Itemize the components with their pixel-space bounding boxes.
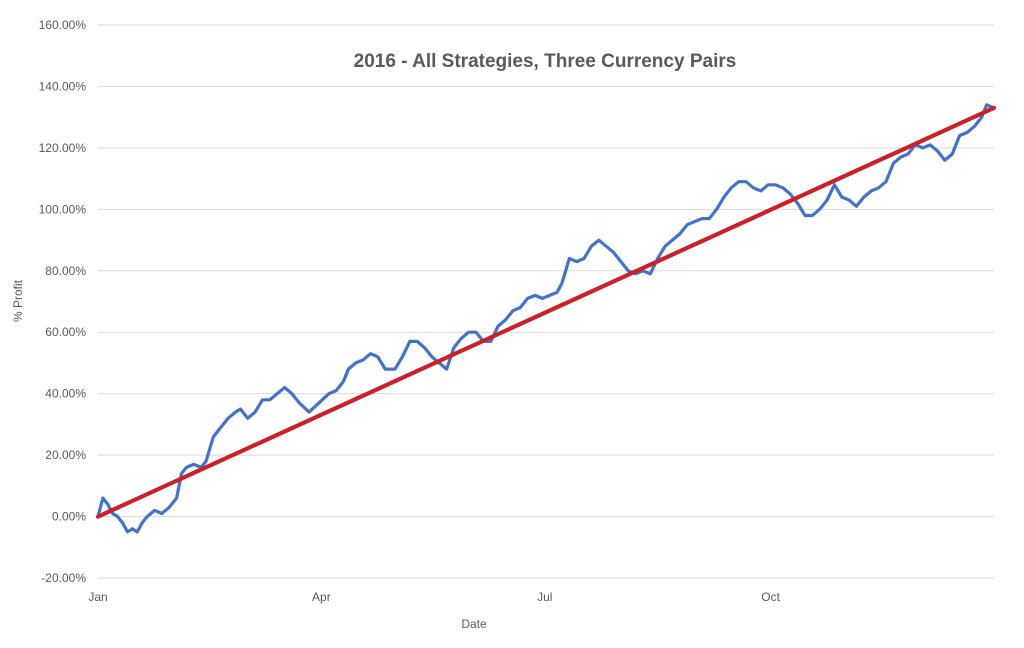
y-tick-label: -20.00% [41, 571, 86, 585]
y-tick-label: 60.00% [45, 325, 86, 339]
x-tick-label: Jul [537, 590, 552, 604]
y-axis-title: % Profit [11, 279, 25, 322]
x-axis-tick-labels: Jan Apr Jul Oct [88, 590, 780, 604]
y-tick-label: 0.00% [52, 510, 86, 524]
x-tick-label: Jan [88, 590, 107, 604]
y-axis-tick-labels: -20.00% 0.00% 20.00% 40.00% 60.00% 80.00% 100.… [39, 18, 87, 585]
x-tick-label: Oct [761, 590, 780, 604]
trend-line [95, 105, 997, 519]
y-tick-label: 80.00% [45, 264, 86, 278]
gridlines [98, 24, 994, 579]
y-tick-label: 100.00% [39, 202, 87, 216]
chart-title: 2016 - All Strategies, Three Currency Pa… [354, 51, 737, 72]
y-tick-label: 160.00% [39, 18, 87, 32]
y-tick-label: 120.00% [39, 141, 87, 155]
x-axis-title: Date [461, 617, 487, 631]
y-tick-label: 140.00% [39, 79, 87, 93]
y-tick-label: 40.00% [45, 387, 86, 401]
y-tick-label: 20.00% [45, 448, 86, 462]
plot-area [95, 103, 997, 534]
profit-series-line [96, 103, 996, 534]
x-tick-label: Apr [312, 590, 331, 604]
